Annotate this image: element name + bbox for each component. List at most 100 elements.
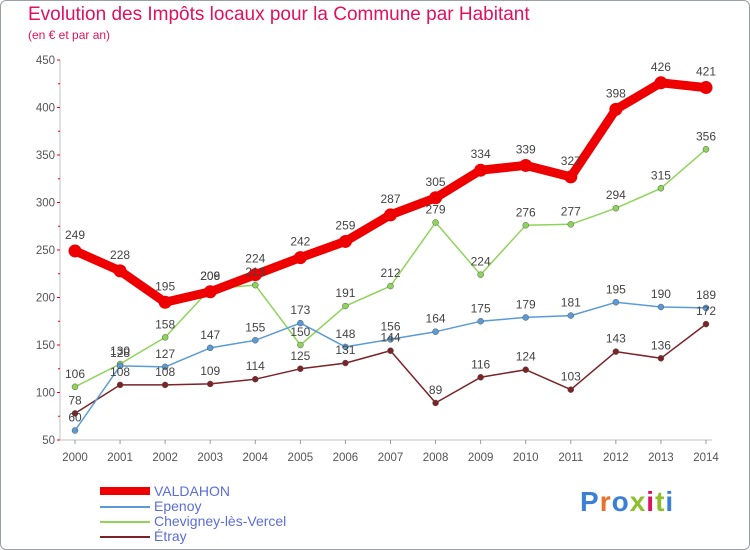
series-1-point — [612, 299, 620, 306]
data-label: 179 — [516, 297, 536, 311]
data-label: 356 — [696, 129, 716, 143]
series-3-point — [342, 359, 349, 367]
y-tick-label: 400 — [36, 103, 55, 115]
series-0-point — [384, 208, 397, 222]
data-label: 164 — [426, 312, 446, 326]
series-1-point — [71, 427, 79, 434]
logo-letter: i — [646, 486, 656, 517]
legend-item-epenoy: Epenoy — [100, 498, 360, 514]
data-label: 150 — [290, 325, 310, 339]
series-1-point — [387, 336, 394, 343]
data-label: 327 — [561, 154, 581, 168]
series-0-point — [564, 170, 578, 184]
series-0-point — [699, 81, 713, 95]
series-2-point — [612, 204, 620, 212]
legend-label-epenoy: Epenoy — [154, 498, 202, 514]
series-3-point — [387, 347, 394, 354]
series-2-point — [387, 282, 394, 290]
series-3-point — [71, 410, 79, 417]
series-1-point — [161, 363, 169, 371]
series-2-point — [567, 221, 575, 228]
series-3-point — [477, 374, 484, 381]
data-label: 287 — [380, 192, 400, 206]
series-1-point — [116, 362, 124, 370]
x-tick-label: 2003 — [197, 452, 223, 464]
data-label: 259 — [335, 218, 355, 232]
series-2-point — [297, 341, 304, 349]
logo-letter: i — [665, 486, 675, 517]
y-tick-label: 100 — [36, 388, 55, 400]
series-1-point — [702, 304, 710, 312]
data-label: 228 — [110, 248, 130, 262]
y-tick-label: 200 — [36, 293, 55, 305]
x-tick-label: 2001 — [107, 452, 133, 464]
logo-letter: x — [629, 486, 647, 517]
data-label: 116 — [471, 357, 490, 371]
logo-letter: o — [611, 486, 630, 517]
data-label: 277 — [561, 204, 581, 218]
series-2-point — [702, 146, 710, 153]
data-label: 106 — [65, 367, 85, 381]
series-0-point — [429, 191, 443, 205]
legend: VALDAHON Epenoy Chevigney-lès-Vercel Étr… — [100, 483, 360, 544]
data-label: 131 — [335, 343, 355, 357]
data-label: 175 — [471, 301, 491, 315]
series-2-point — [252, 281, 259, 289]
x-tick-label: 2008 — [423, 452, 449, 464]
proxiti-logo: Proxiti — [580, 486, 674, 518]
series-2-point — [657, 185, 665, 192]
data-label: 421 — [696, 65, 716, 79]
data-label: 181 — [561, 296, 581, 310]
data-label: 108 — [155, 365, 175, 379]
series-1-point — [432, 328, 439, 335]
x-tick-label: 2002 — [152, 452, 178, 464]
series-1-point — [206, 344, 214, 352]
x-tick-label: 2004 — [242, 452, 268, 464]
data-label: 206 — [200, 269, 220, 283]
x-tick-label: 2000 — [62, 452, 88, 464]
data-label: 242 — [290, 235, 310, 249]
x-tick-label: 2006 — [333, 452, 359, 464]
series-0-point — [203, 285, 217, 299]
data-label: 249 — [65, 228, 85, 242]
x-tick-label: 2011 — [558, 452, 583, 464]
data-label: 339 — [516, 142, 536, 156]
series-1-point — [567, 312, 575, 319]
data-label: 144 — [380, 331, 400, 345]
data-label: 276 — [516, 205, 536, 219]
legend-label-valdahon: VALDAHON — [154, 483, 230, 499]
legend-item-etray: Étray — [100, 528, 360, 544]
series-0-point — [293, 251, 307, 265]
series-1-point — [657, 303, 665, 311]
data-label: 148 — [335, 327, 355, 341]
x-tick-label: 2014 — [693, 452, 719, 464]
data-label: 190 — [651, 287, 671, 301]
data-label: 172 — [696, 304, 716, 318]
legend-swatch-etray — [100, 536, 150, 538]
y-tick-label: 300 — [36, 198, 55, 210]
x-tick-label: 2007 — [378, 452, 404, 464]
series-0-point — [654, 76, 668, 90]
axes: 50 100 150 200 250 300 350 400 450 2000 2001 2002 20… — [36, 55, 720, 464]
series-1-point — [252, 337, 259, 344]
series-0-point — [338, 234, 352, 248]
series-1-point — [297, 319, 304, 327]
series-0-point — [113, 264, 127, 278]
data-label: 125 — [290, 349, 310, 363]
data-label: 224 — [245, 252, 265, 266]
data-label: 60 — [68, 411, 82, 425]
data-label: 173 — [290, 303, 310, 317]
series-3-point — [567, 386, 575, 393]
y-tick-label: 350 — [36, 150, 55, 162]
data-label: 189 — [696, 288, 716, 302]
data-label: 127 — [155, 347, 175, 361]
data-label: 212 — [380, 266, 400, 280]
data-label: 195 — [606, 282, 626, 296]
data-label: 155 — [245, 320, 265, 334]
data-label: 209 — [200, 269, 220, 283]
logo-letter: r — [599, 486, 612, 517]
data-label: 334 — [471, 147, 491, 161]
data-label: 398 — [606, 86, 626, 100]
series-3-point — [702, 320, 710, 328]
